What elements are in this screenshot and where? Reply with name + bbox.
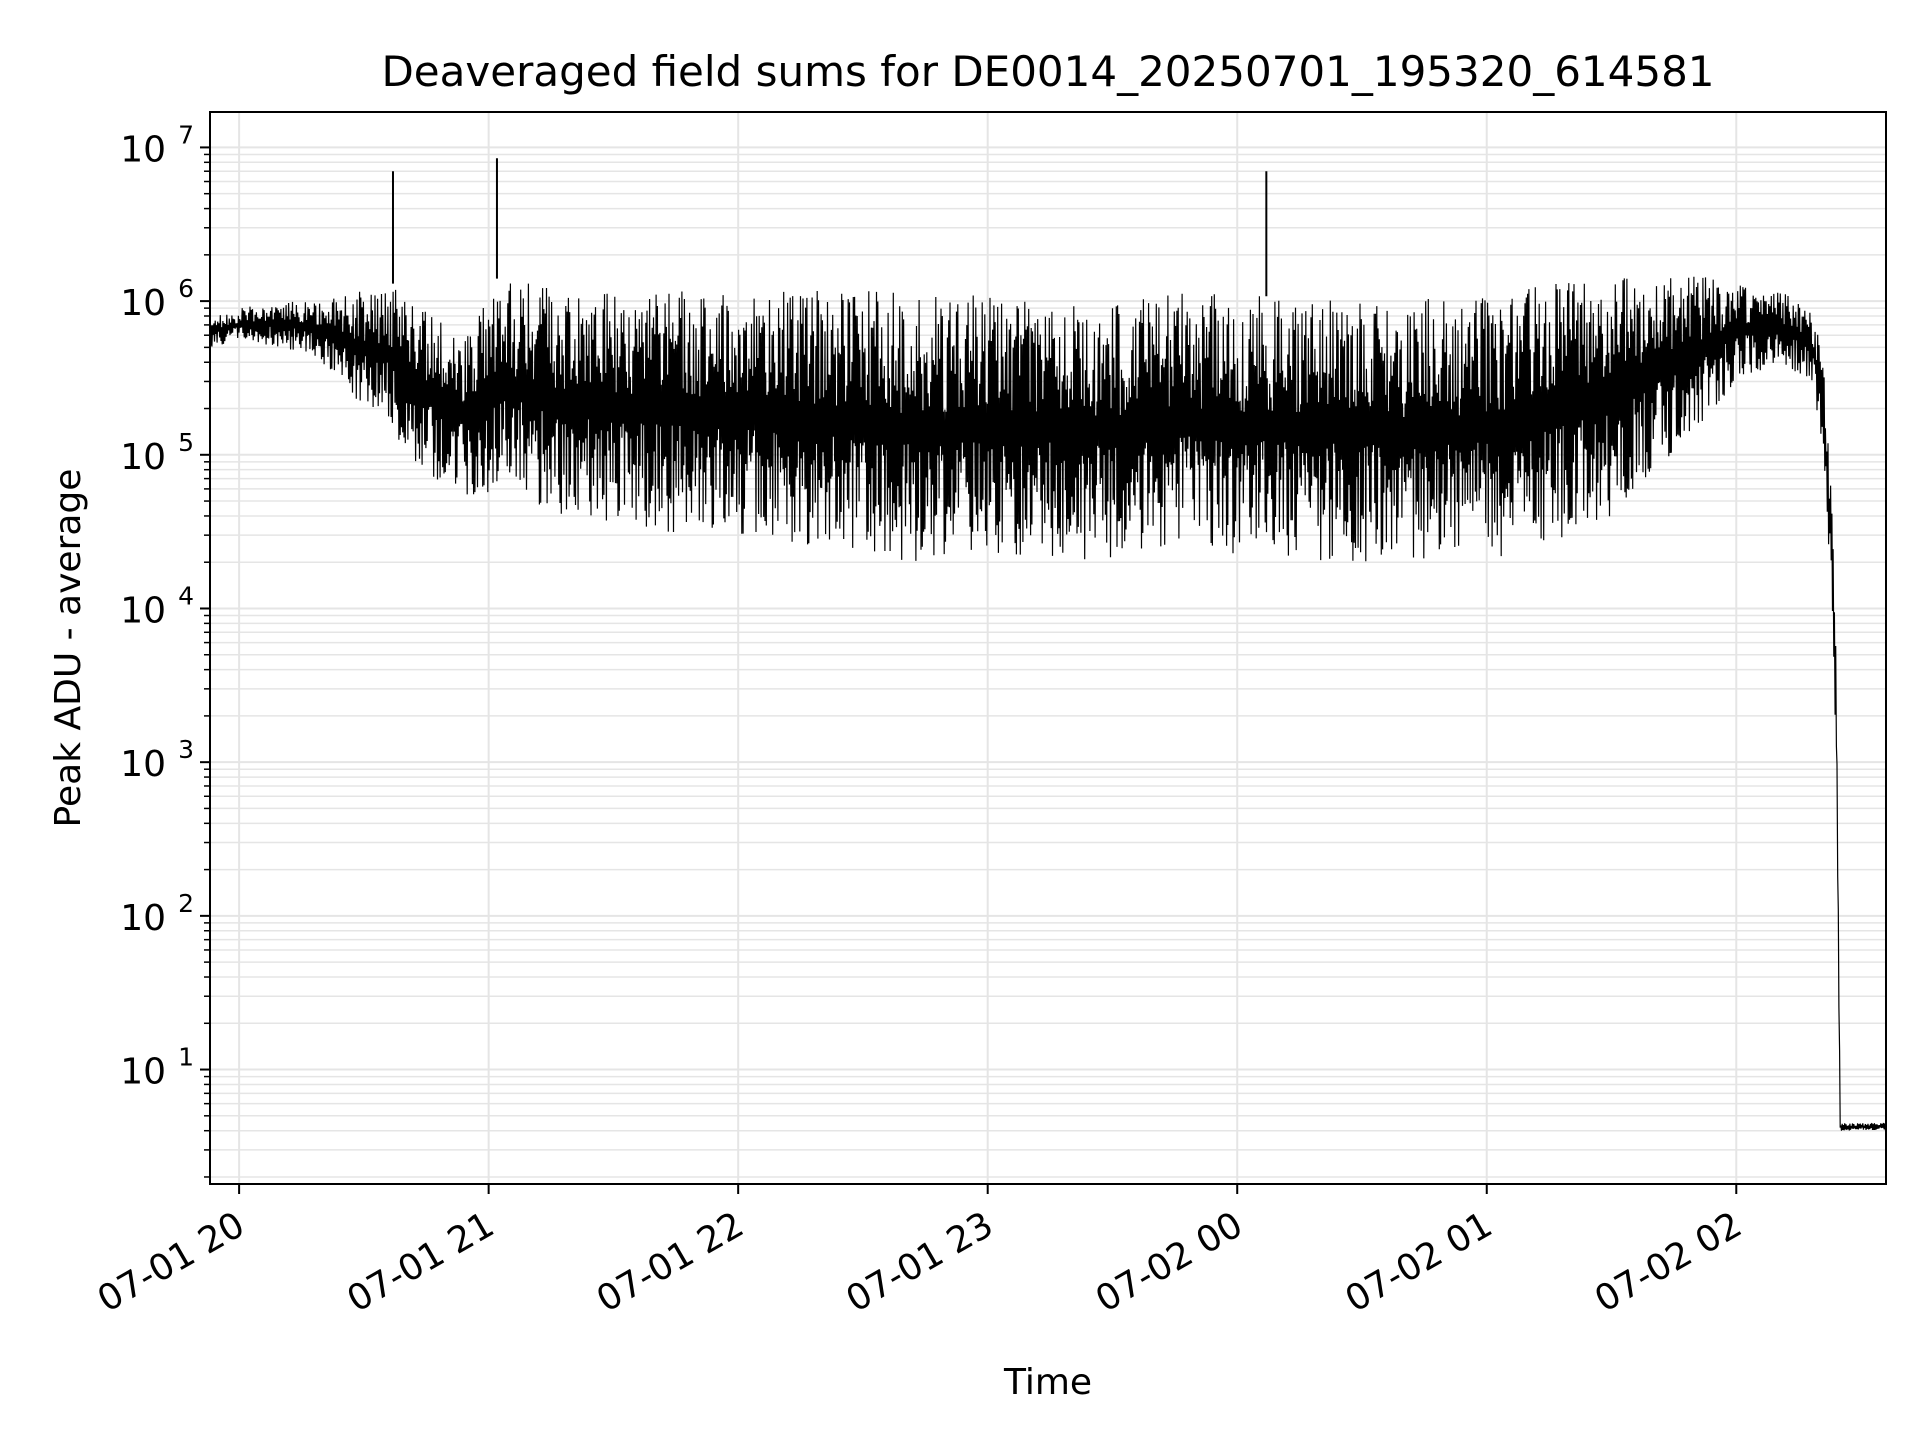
y-tick-label: 10 <box>120 283 166 324</box>
y-tick-exponent: 1 <box>178 1043 194 1072</box>
x-axis-label: Time <box>1003 1362 1092 1403</box>
series-line <box>209 276 1887 1131</box>
data-line-layer <box>209 158 1887 1131</box>
y-tick-exponent: 6 <box>178 274 194 303</box>
y-tick-exponent: 2 <box>178 889 194 918</box>
y-tick-exponent: 5 <box>178 428 194 457</box>
y-tick-label: 10 <box>120 1052 166 1093</box>
grid <box>210 112 1886 1184</box>
y-tick-exponent: 3 <box>178 735 194 764</box>
y-tick-label: 10 <box>120 744 166 785</box>
y-tick-exponent: 4 <box>178 581 194 610</box>
y-axis-label: Peak ADU - average <box>48 469 89 828</box>
y-tick-label: 10 <box>120 129 166 170</box>
y-tick-label: 10 <box>120 898 166 939</box>
chart-title: Deaveraged field sums for DE0014_2025070… <box>381 47 1714 96</box>
y-tick-label: 10 <box>120 437 166 478</box>
plot-frame <box>209 111 1887 1185</box>
y-tick-label: 10 <box>120 590 166 631</box>
y-tick-exponent: 7 <box>178 120 194 149</box>
y-ticks: 10 1 10 2 10 3 10 4 10 5 10 6 10 7 <box>120 120 210 1178</box>
